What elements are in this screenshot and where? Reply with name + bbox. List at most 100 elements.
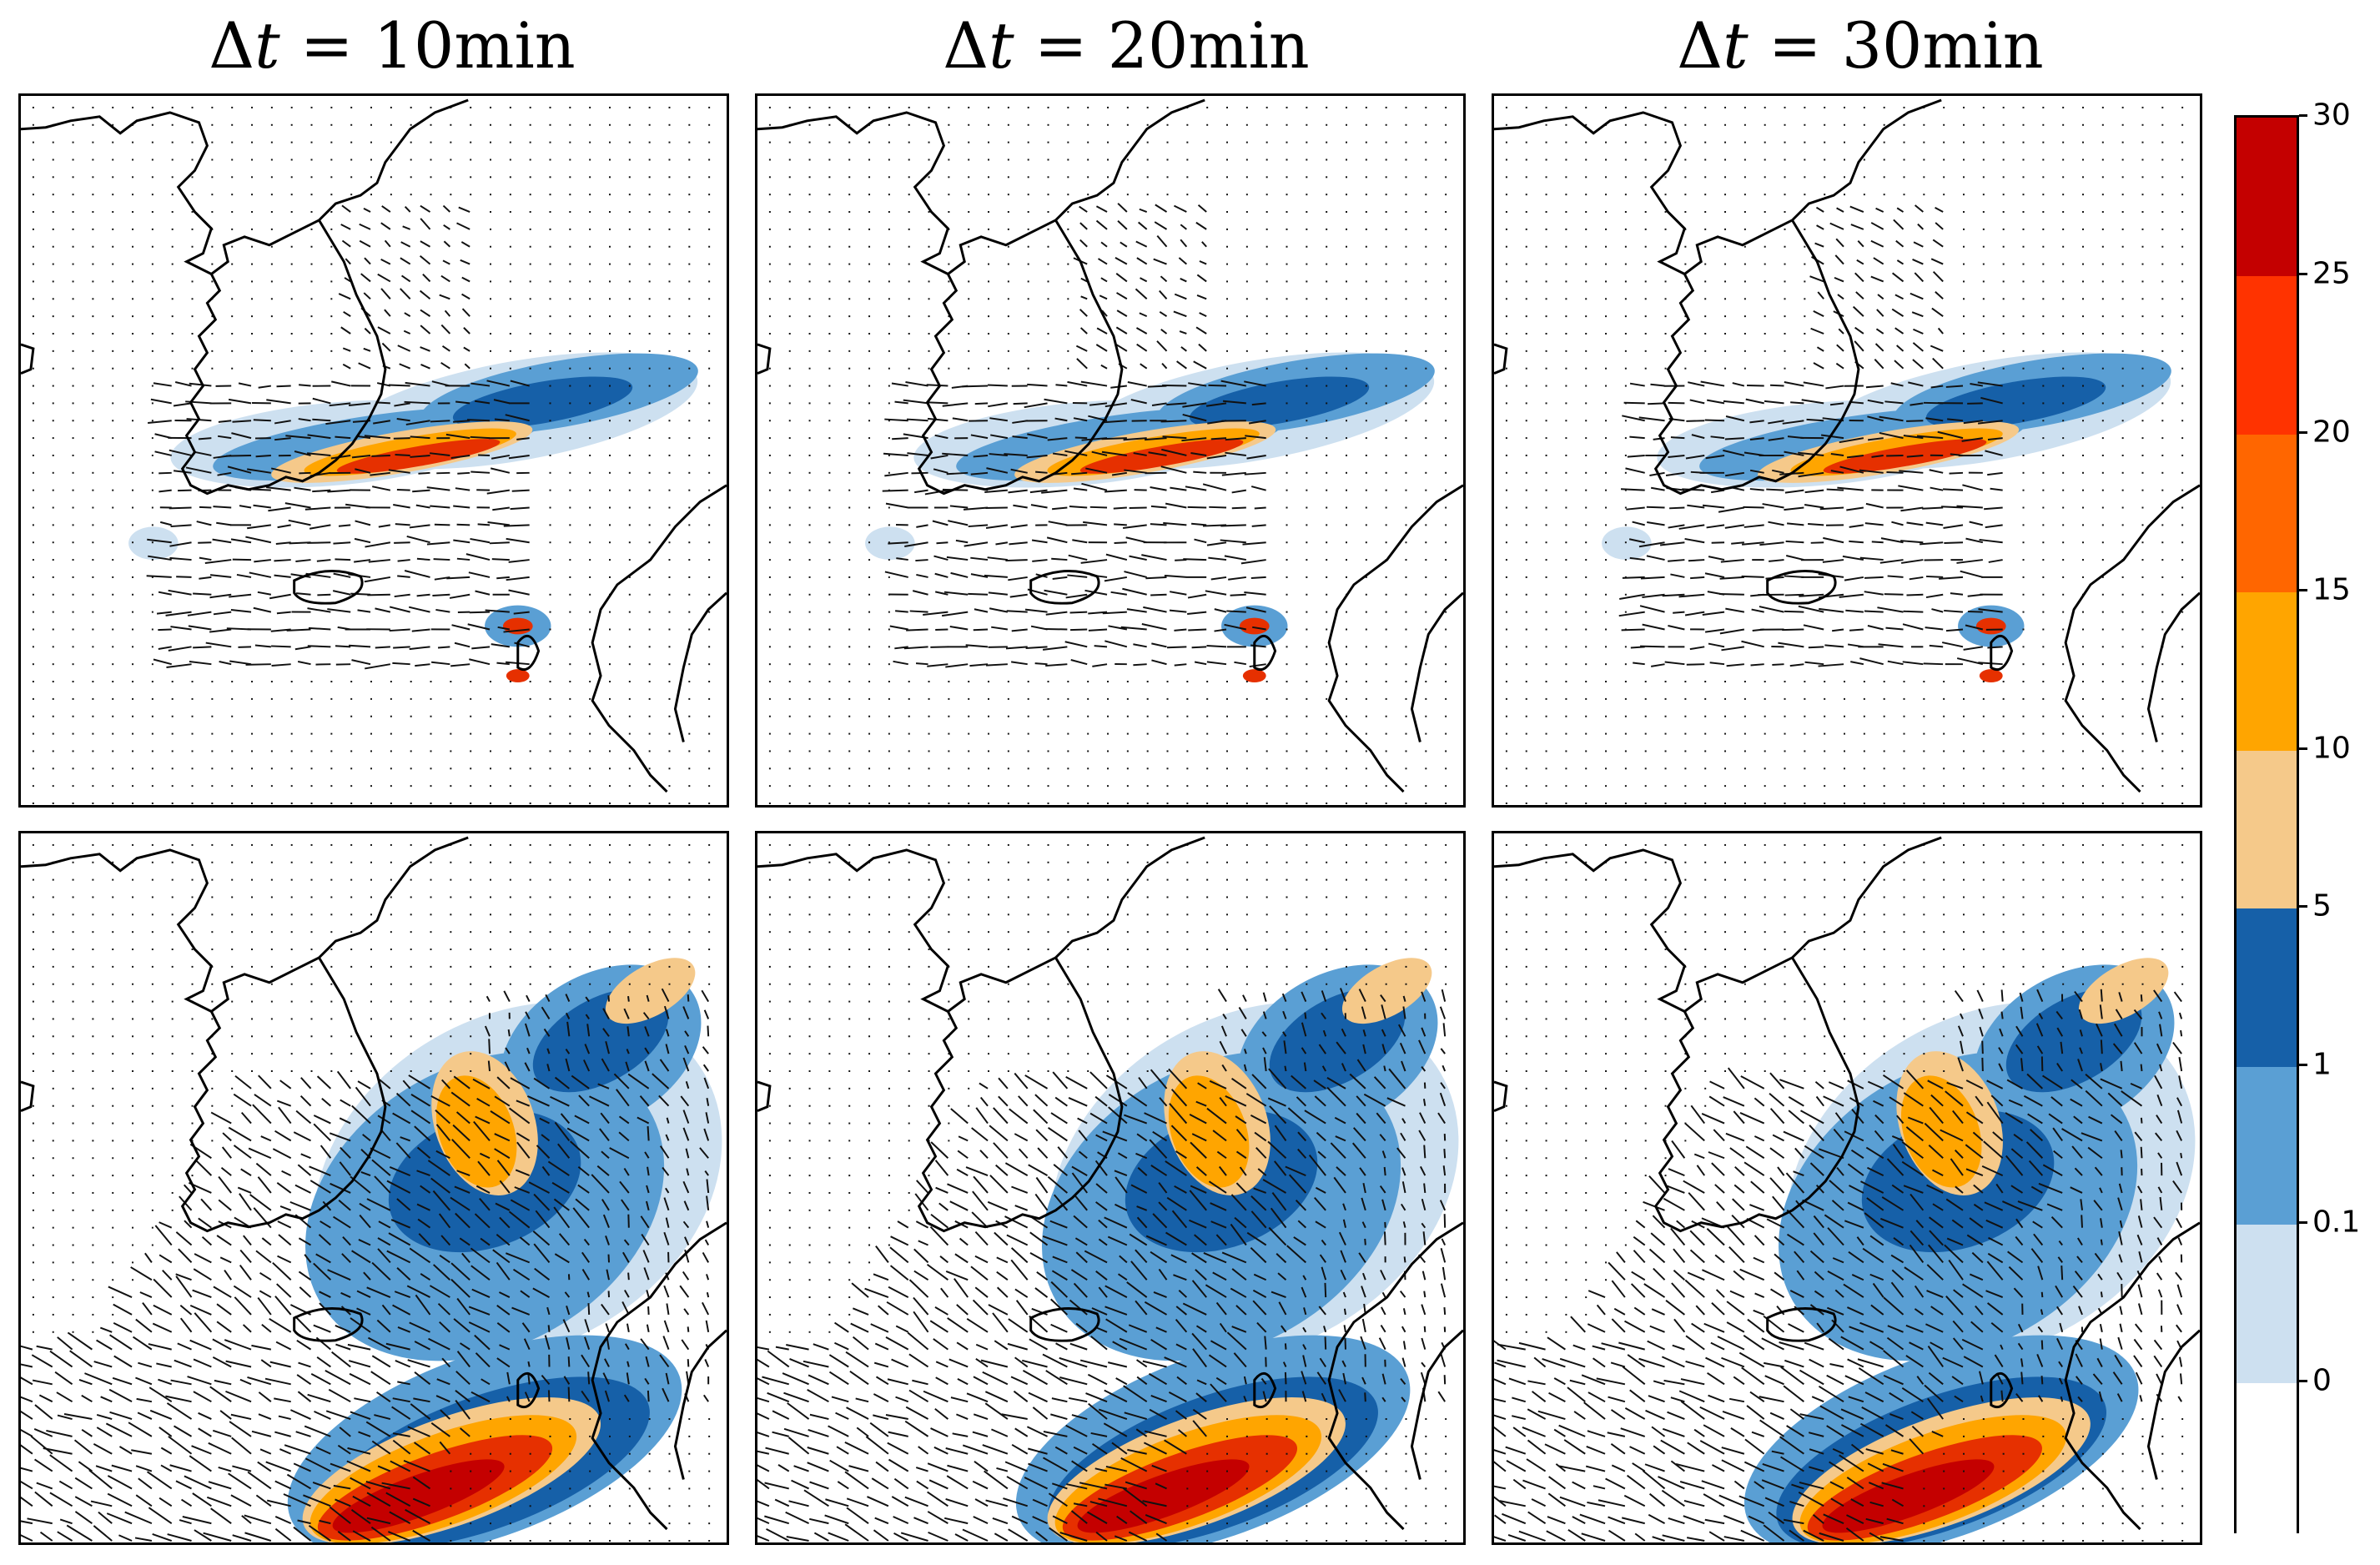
wind-vector [926,401,948,405]
wind-vector [1225,437,1246,441]
wind-vector [506,576,530,581]
wind-vector [410,435,430,440]
wind-vector [1785,555,1804,561]
wind-vector [451,624,470,631]
wind-vector [1804,661,1824,666]
wind-vector [1668,524,1685,529]
wind-vector [377,326,391,335]
wind-vector [1625,467,1645,474]
wind-vector [1117,203,1128,213]
wind-vector [393,504,410,509]
wind-vector [1196,274,1207,283]
wind-vector [380,222,391,230]
wind-vector [325,420,351,425]
wind-vector [1917,223,1925,230]
wind-vector [308,627,331,631]
wind-vector [1896,259,1905,265]
wind-vector [463,327,470,335]
wind-vector [333,572,351,578]
wind-vector [1104,576,1128,582]
wind-vector [1642,593,1665,598]
wind-vector [245,663,271,666]
wind-vector [985,524,1009,530]
wind-vector [484,1025,491,1037]
map-panel-top-30min [1492,93,2202,808]
wind-vector [1902,623,1924,631]
wind-vector [357,1080,371,1089]
rain-cell [1823,439,1987,474]
wind-vector [355,1086,371,1107]
island-outline [1990,634,2014,672]
wind-vector [196,521,212,526]
rain-cell [1602,526,1652,561]
wind-vector [987,556,1008,561]
wind-vector [1885,627,1904,631]
wind-vector [1925,593,1944,599]
wind-vector [1947,418,1964,422]
wind-vector [589,1095,610,1107]
wind-vector [946,556,969,561]
wind-vector [1187,506,1207,509]
wind-vector [299,1094,312,1107]
wind-vector [1064,641,1088,648]
wind-vector [1222,400,1246,405]
wind-vector [339,1117,351,1125]
wind-vector [450,1091,470,1107]
wind-vector [1639,605,1665,613]
wind-vector [1759,606,1784,613]
wind-vector [1180,239,1188,248]
wind-vector [1784,450,1804,456]
wind-vector [934,591,948,596]
wind-vector [1034,662,1048,666]
wind-vector [1770,384,1784,387]
wind-vector [474,400,491,405]
wind-vector [476,1097,491,1107]
wind-vector [1194,661,1207,666]
wind-vector [1201,241,1207,248]
wind-vector [1839,437,1864,444]
wind-vector [1190,451,1207,456]
wind-vector [1180,224,1187,230]
wind-vector [1702,504,1725,509]
wind-vector [388,469,410,474]
wind-vector [1789,663,1804,667]
wind-vector [970,434,989,440]
wind-vector [1850,661,1864,666]
wind-vector [1159,310,1168,317]
wind-vector [1723,449,1745,456]
wind-vector [1179,330,1187,335]
wind-vector [1640,576,1665,580]
wind-vector [1700,380,1725,387]
wind-vector [1161,362,1168,370]
wind-vector [363,207,371,213]
wind-vector [1826,488,1844,491]
wind-vector [1095,219,1108,230]
wind-vector [1160,465,1187,474]
wind-vector [508,559,530,563]
wind-vector [1105,553,1128,561]
wind-vector [189,661,212,666]
wind-vector [1102,611,1127,615]
wind-vector [1027,383,1048,387]
wind-vector [1052,452,1068,456]
wind-vector [1914,204,1924,213]
wind-vector [254,559,271,563]
wind-vector [496,662,510,666]
wind-vector [395,1092,411,1107]
wind-vector [646,994,650,1002]
wind-vector [1101,450,1127,456]
wind-vector [639,1095,650,1107]
wind-vector [1009,593,1028,598]
wind-vector [255,454,271,458]
wind-vector [984,574,1008,578]
wind-vector [924,489,948,496]
wind-vector [1849,628,1864,632]
wind-vector [1864,610,1884,613]
wind-vector [1138,221,1148,230]
wind-vector [510,380,530,387]
wind-vector [375,607,391,613]
wind-vector [277,524,291,529]
wind-vector [1633,662,1645,666]
delta-symbol: Δ [943,8,989,83]
wind-vector [189,382,212,387]
